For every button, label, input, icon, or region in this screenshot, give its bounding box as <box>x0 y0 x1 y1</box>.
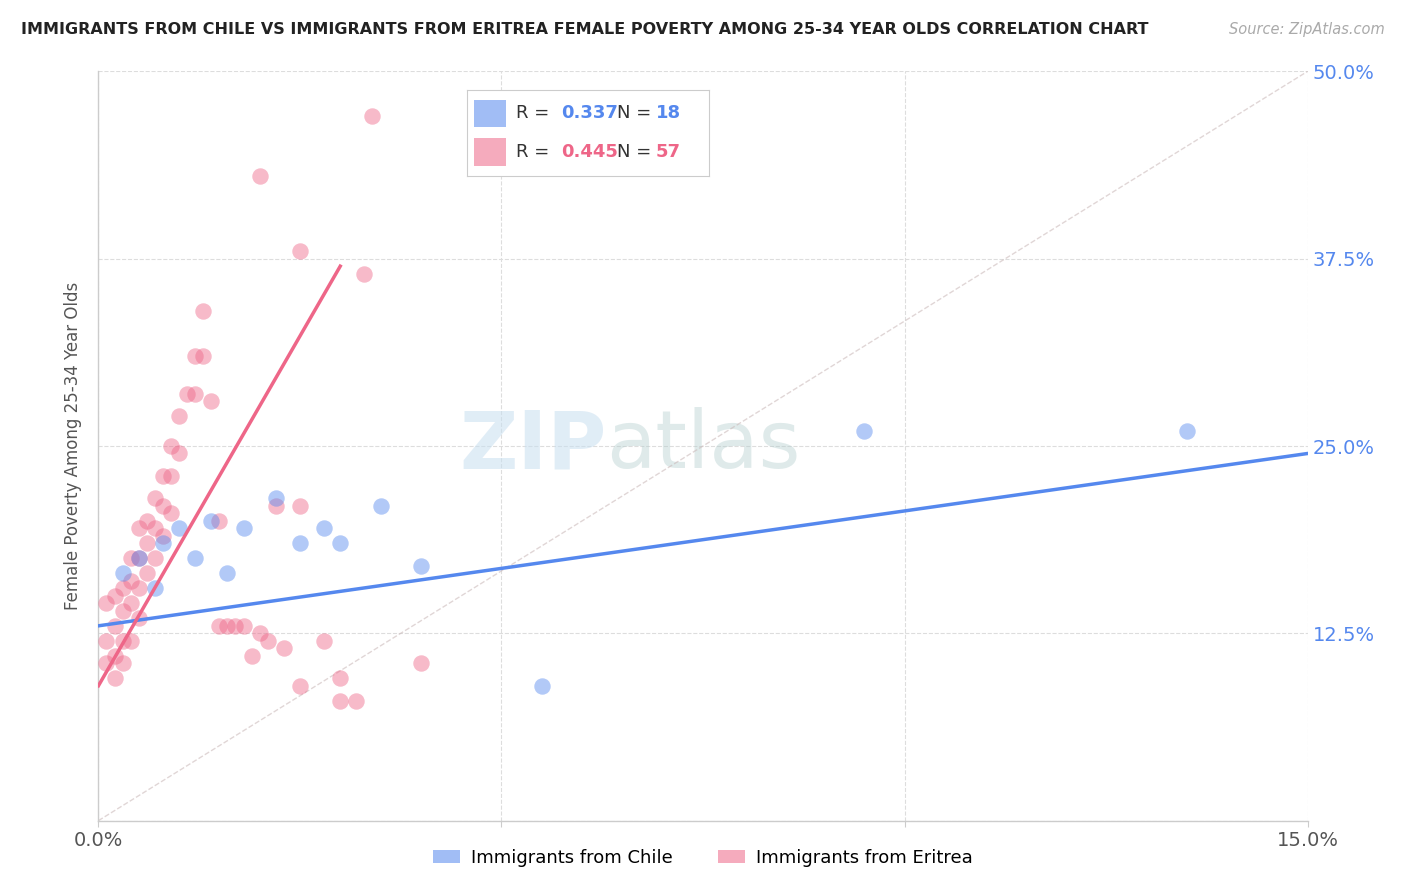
Point <box>111 582 134 596</box>
Point <box>184 386 207 401</box>
Point <box>96 657 118 671</box>
Point <box>160 439 183 453</box>
Point <box>152 536 174 550</box>
Point <box>329 694 352 708</box>
Point <box>224 619 246 633</box>
Point <box>103 671 125 685</box>
Point <box>152 469 174 483</box>
Point <box>143 582 166 596</box>
Legend: Immigrants from Chile, Immigrants from Eritrea: Immigrants from Chile, Immigrants from E… <box>426 842 980 874</box>
Point <box>288 536 311 550</box>
Point <box>111 604 134 618</box>
Point <box>208 514 231 528</box>
Point <box>103 589 125 603</box>
Point <box>167 409 190 423</box>
Point <box>193 304 215 318</box>
Text: IMMIGRANTS FROM CHILE VS IMMIGRANTS FROM ERITREA FEMALE POVERTY AMONG 25-34 YEAR: IMMIGRANTS FROM CHILE VS IMMIGRANTS FROM… <box>21 22 1149 37</box>
Point <box>409 657 432 671</box>
Point <box>193 349 215 363</box>
Point <box>120 633 142 648</box>
Point <box>176 386 198 401</box>
Point <box>329 536 352 550</box>
Point <box>120 551 142 566</box>
Point <box>184 349 207 363</box>
Point <box>135 514 157 528</box>
Point <box>249 169 271 184</box>
Text: ZIP: ZIP <box>458 407 606 485</box>
Point <box>240 648 263 663</box>
Point <box>143 551 166 566</box>
Point <box>120 574 142 588</box>
Point <box>128 582 150 596</box>
Point <box>314 521 336 535</box>
Point <box>353 267 375 281</box>
Point <box>160 507 183 521</box>
Point <box>273 641 295 656</box>
Point <box>344 694 367 708</box>
Point <box>200 394 222 409</box>
Point <box>111 566 134 581</box>
Point <box>152 499 174 513</box>
Point <box>152 529 174 543</box>
Point <box>256 633 278 648</box>
Point <box>160 469 183 483</box>
Point <box>111 633 134 648</box>
Point <box>143 491 166 506</box>
Point <box>264 499 287 513</box>
Point <box>1175 424 1198 438</box>
Point <box>135 536 157 550</box>
Point <box>409 558 432 573</box>
Point <box>128 521 150 535</box>
Point <box>288 499 311 513</box>
Text: Source: ZipAtlas.com: Source: ZipAtlas.com <box>1229 22 1385 37</box>
Point <box>111 657 134 671</box>
Point <box>167 521 190 535</box>
Point <box>167 446 190 460</box>
Point <box>853 424 876 438</box>
Point <box>143 521 166 535</box>
Point <box>370 499 392 513</box>
Point <box>288 244 311 259</box>
Point <box>217 619 239 633</box>
Point <box>288 679 311 693</box>
Point <box>128 611 150 625</box>
Point <box>208 619 231 633</box>
Point <box>264 491 287 506</box>
Point <box>249 626 271 640</box>
Y-axis label: Female Poverty Among 25-34 Year Olds: Female Poverty Among 25-34 Year Olds <box>65 282 83 610</box>
Point <box>96 633 118 648</box>
Point <box>135 566 157 581</box>
Point <box>361 109 384 123</box>
Point <box>530 679 553 693</box>
Point <box>232 619 254 633</box>
Point <box>217 566 239 581</box>
Point <box>200 514 222 528</box>
Point <box>232 521 254 535</box>
Point <box>314 633 336 648</box>
Point <box>96 596 118 610</box>
Text: atlas: atlas <box>606 407 800 485</box>
Point <box>120 596 142 610</box>
Point <box>184 551 207 566</box>
Point <box>329 671 352 685</box>
Point <box>128 551 150 566</box>
Point <box>128 551 150 566</box>
Point <box>103 648 125 663</box>
Point <box>103 619 125 633</box>
